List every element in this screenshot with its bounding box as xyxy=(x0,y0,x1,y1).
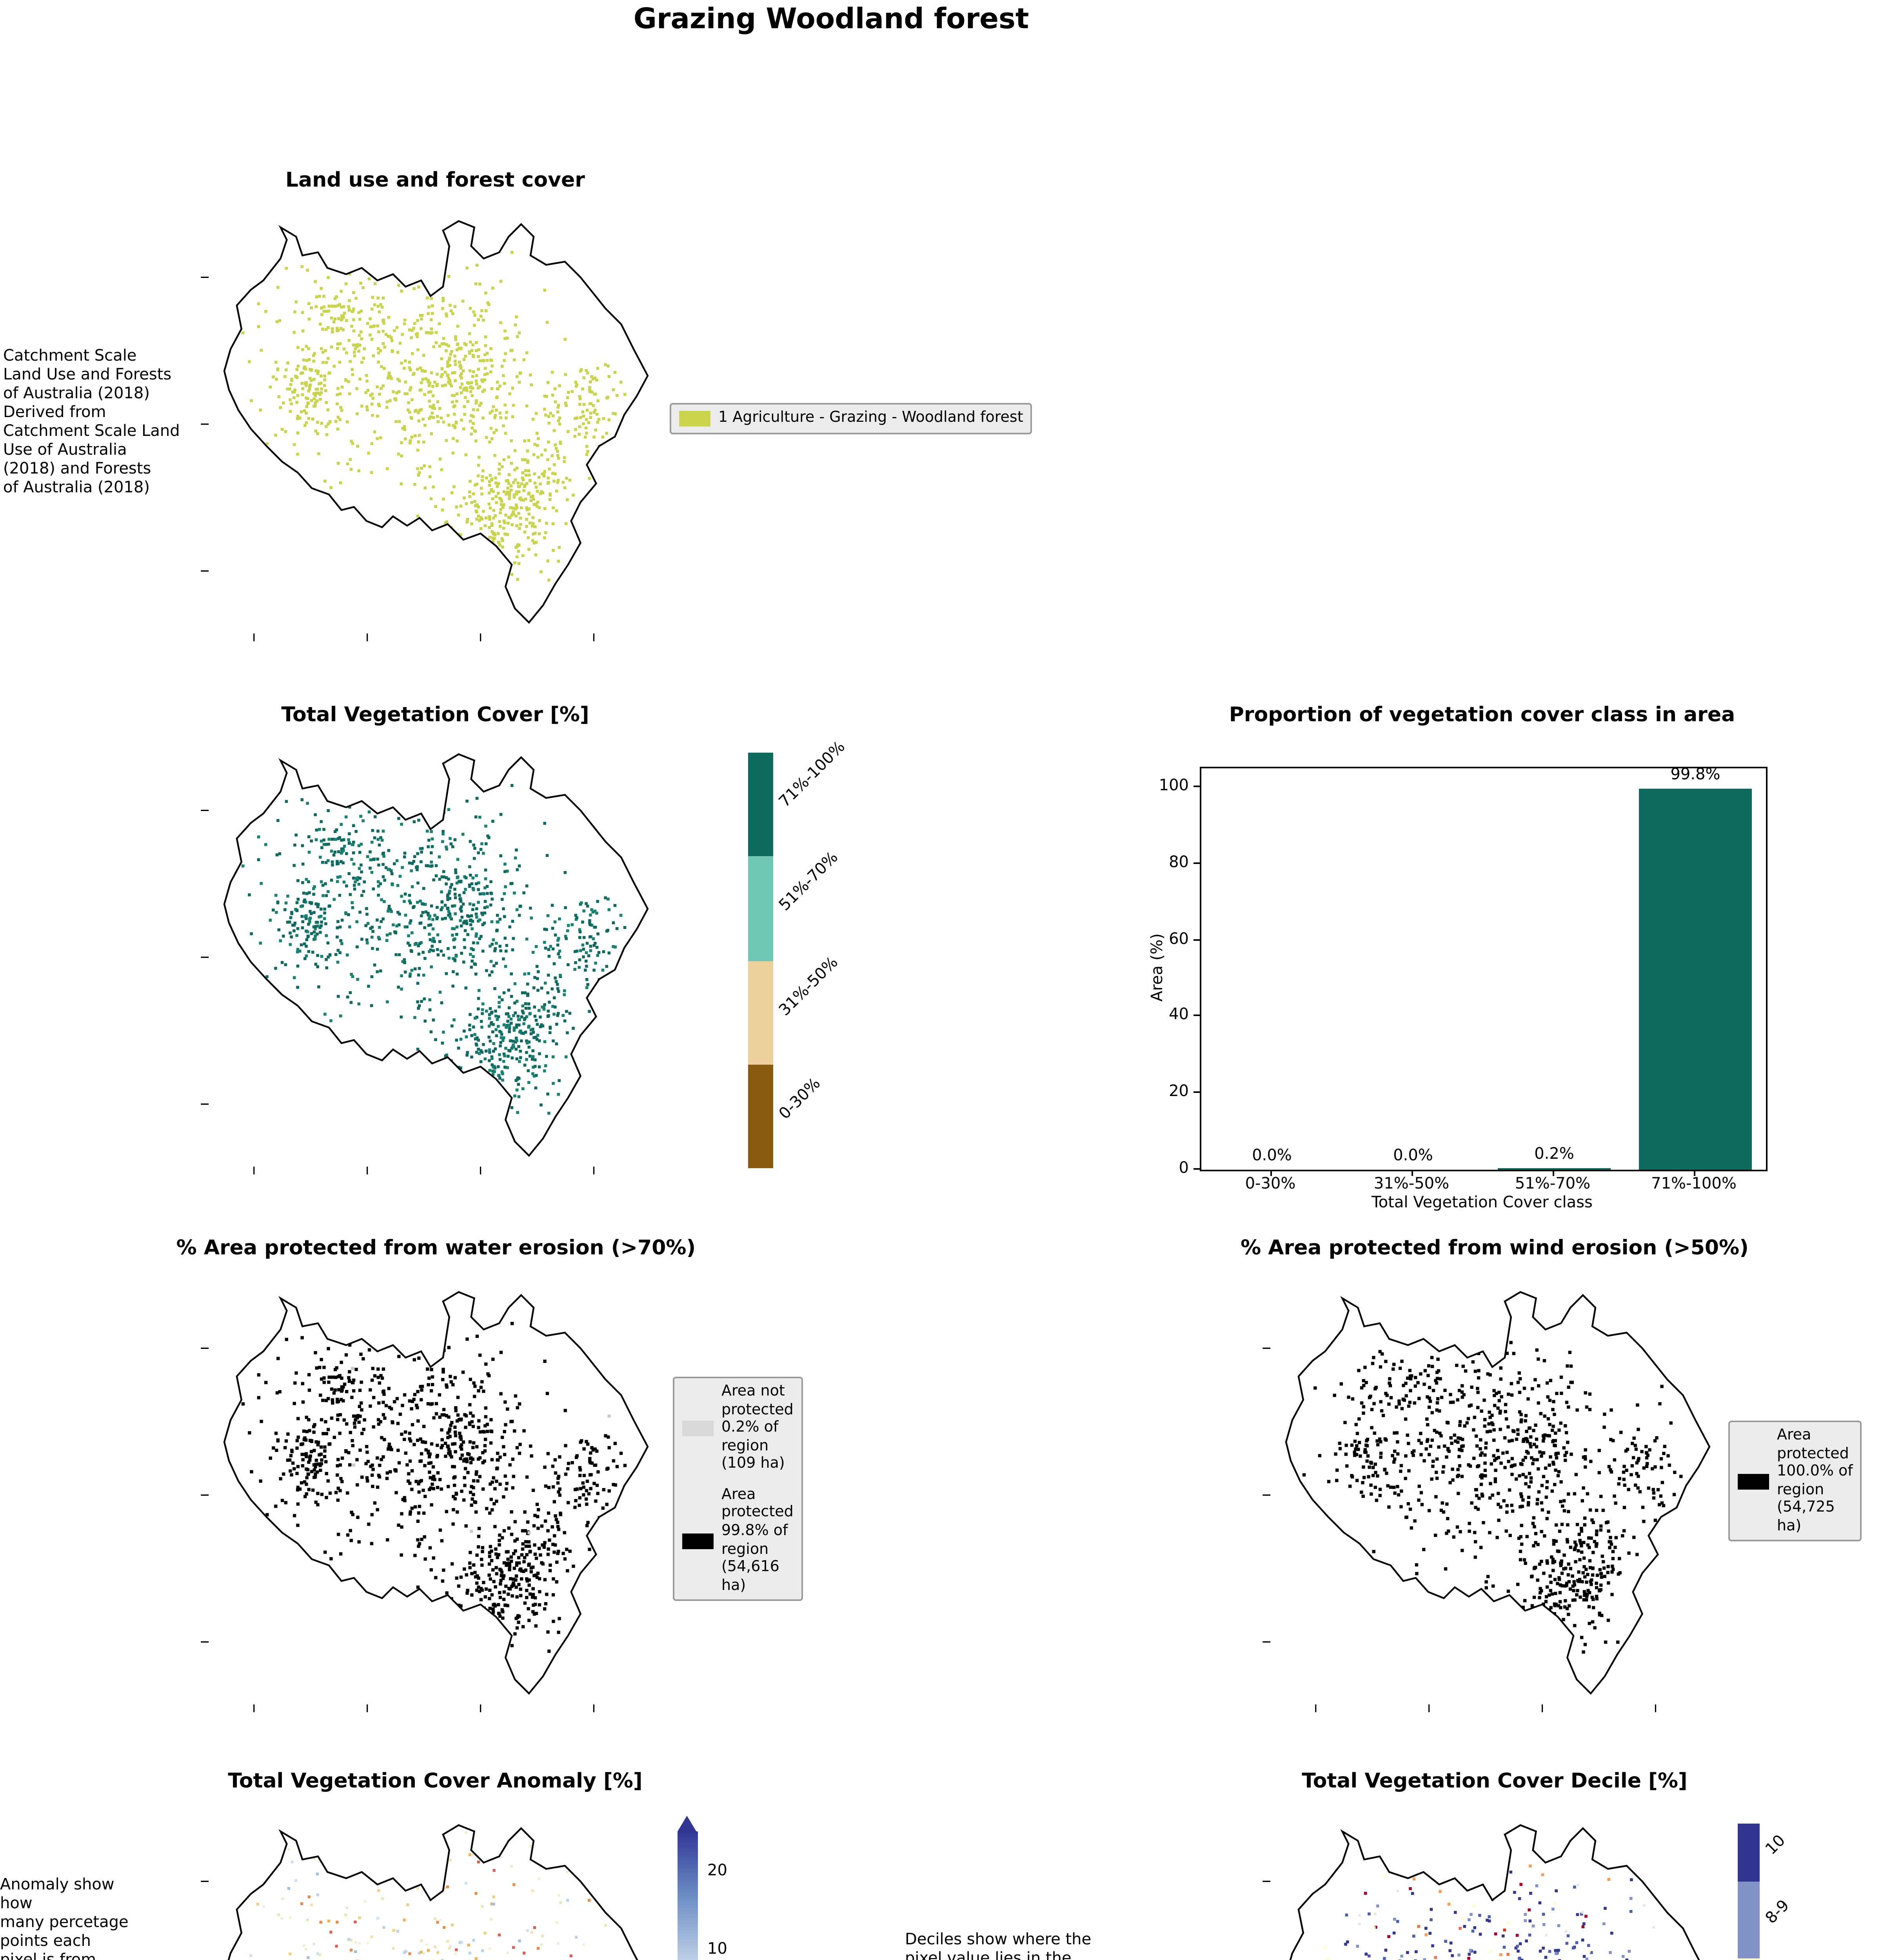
ytick-mark xyxy=(1194,939,1200,941)
decile-map-canvas xyxy=(1263,1824,1700,1960)
bar-value-label: 0.0% xyxy=(1393,1148,1433,1165)
page-title: Grazing Woodland forest xyxy=(633,3,1029,36)
wind-title: % Area protected from wind erosion (>50%… xyxy=(1241,1237,1749,1261)
landuse-legend-label: 1 Agriculture - Grazing - Woodland fores… xyxy=(718,409,1023,426)
colorbar-segment xyxy=(1738,1824,1760,1881)
area-protected-label: Area protected 100.0% of region (54,725 … xyxy=(1777,1427,1853,1535)
colorbar-label: 10 xyxy=(1763,1832,1789,1859)
decile-colorbar: 10 8-9 4-7 2-3 1 xyxy=(1738,1824,1793,1960)
ytick-label: 100 xyxy=(1159,778,1189,795)
landuse-map xyxy=(201,215,662,641)
proportion-ylabel: Area (%) xyxy=(1150,933,1167,1002)
bar-51-70 xyxy=(1498,1169,1611,1170)
area-not-protected-label: Area not protected 0.2% of region (109 h… xyxy=(721,1383,794,1473)
ytick-mark xyxy=(1194,1091,1200,1093)
map-pixels xyxy=(1294,1829,1695,1960)
area-protected-swatch xyxy=(1738,1473,1769,1489)
area-not-protected-swatch xyxy=(682,1420,714,1436)
proportion-xlabel: Total Vegetation Cover class xyxy=(1372,1195,1593,1212)
anomaly-map-canvas xyxy=(201,1824,642,1960)
ytick-label: 80 xyxy=(1169,855,1189,872)
anomaly-colorbar: 20 10 0 −10 −20 xyxy=(678,1816,727,1960)
tvc-map xyxy=(201,748,662,1174)
tvc-map-canvas xyxy=(201,753,649,1174)
colorbar-label: 8-9 xyxy=(1763,1897,1793,1928)
colorbar-segment xyxy=(748,857,773,960)
colorbar-label: 51%-70% xyxy=(776,849,842,915)
legend-entry: Area not protected 0.2% of region (109 h… xyxy=(682,1383,794,1474)
catchment-boundary xyxy=(1285,1291,1711,1695)
wind-map xyxy=(1263,1286,1724,1712)
bar-value-label: 0.2% xyxy=(1534,1147,1574,1164)
landuse-legend: 1 Agriculture - Grazing - Woodland fores… xyxy=(670,403,1033,434)
colorbar-label: 31%-50% xyxy=(776,954,842,1020)
colorbar-label: 0-30% xyxy=(776,1075,825,1123)
xtick-label: 31%-50% xyxy=(1373,1176,1450,1193)
map-pixels xyxy=(241,767,641,1138)
water-map-canvas xyxy=(201,1291,649,1712)
legend-entry: Area protected 99.8% of region (54,616 h… xyxy=(682,1486,794,1595)
colorbar-label: 71%-100% xyxy=(776,739,849,811)
bar-71-100 xyxy=(1639,788,1752,1170)
ytick-mark xyxy=(1194,1014,1200,1016)
catchment-boundary xyxy=(227,1824,638,1960)
decile-map xyxy=(1263,1819,1724,1960)
colorbar-segment xyxy=(748,1064,773,1168)
landuse-title: Land use and forest cover xyxy=(285,169,585,193)
colorbar-segment xyxy=(748,960,773,1064)
ytick-label: 60 xyxy=(1169,931,1189,949)
tvc-title: Total Vegetation Cover [%] xyxy=(281,704,589,728)
water-legend: Area not protected 0.2% of region (109 h… xyxy=(673,1377,803,1602)
water-map xyxy=(201,1286,662,1712)
colorbar-segment xyxy=(1738,1881,1760,1959)
xtick-label: 71%-100% xyxy=(1651,1176,1737,1193)
proportion-plot-area: 0.0% 0.0% 0.2% 99.8% xyxy=(1200,766,1768,1171)
area-protected-swatch xyxy=(682,1533,714,1549)
ytick-label: 0 xyxy=(1179,1160,1189,1178)
landuse-map-canvas xyxy=(201,220,649,641)
catchment-boundary xyxy=(223,1291,649,1695)
catchment-boundary xyxy=(223,220,649,624)
map-pixels xyxy=(1302,1303,1688,1675)
anomaly-title: Total Vegetation Cover Anomaly [%] xyxy=(228,1770,643,1794)
xtick-mark xyxy=(1553,1170,1554,1176)
legend-entry: 1 Agriculture - Grazing - Woodland fores… xyxy=(679,409,1023,427)
water-title: % Area protected from water erosion (>70… xyxy=(176,1237,696,1261)
catchment-boundary xyxy=(1289,1824,1700,1960)
landuse-caption: Catchment Scale Land Use and Forests of … xyxy=(3,348,180,497)
xtick-label: 0-30% xyxy=(1245,1176,1296,1193)
xtick-mark xyxy=(1412,1170,1413,1176)
colorbar-arrow-up-icon xyxy=(678,1816,696,1831)
colorbar-segment xyxy=(1738,1959,1760,1960)
landuse-swatch xyxy=(679,410,710,426)
bar-value-label: 99.8% xyxy=(1670,766,1720,784)
colorbar-tick: 10 xyxy=(707,1940,727,1958)
decile-title: Total Vegetation Cover Decile [%] xyxy=(1302,1770,1688,1794)
ytick-mark xyxy=(1194,1168,1200,1170)
legend-entry: Area protected 100.0% of region (54,725 … xyxy=(1738,1427,1853,1536)
ytick-label: 20 xyxy=(1169,1083,1189,1101)
xtick-label: 51%-70% xyxy=(1515,1176,1591,1193)
colorbar-segment xyxy=(748,753,773,857)
wind-legend: Area protected 100.0% of region (54,725 … xyxy=(1728,1421,1862,1542)
map-pixels xyxy=(241,234,641,605)
anomaly-map xyxy=(201,1819,662,1960)
catchment-boundary xyxy=(223,753,649,1157)
decile-caption: Deciles show where the pixel value lies … xyxy=(905,1932,1092,1960)
bar-value-label: 0.0% xyxy=(1252,1148,1292,1165)
map-pixels xyxy=(241,1305,641,1676)
proportion-chart-title: Proportion of vegetation cover class in … xyxy=(1229,704,1735,728)
area-protected-label: Area protected 99.8% of region (54,616 h… xyxy=(721,1486,794,1595)
anomaly-caption: Anomaly show how many percetage points e… xyxy=(0,1877,129,1960)
wind-map-canvas xyxy=(1263,1291,1711,1712)
xtick-mark xyxy=(1694,1170,1695,1176)
xtick-mark xyxy=(1270,1170,1272,1176)
ytick-mark xyxy=(1194,862,1200,864)
colorbar-gradient xyxy=(678,1831,698,1960)
tvc-colorbar: 71%-100% 51%-70% 31%-50% 0-30% xyxy=(748,739,849,1168)
colorbar-tick: 20 xyxy=(707,1862,727,1879)
ytick-label: 40 xyxy=(1169,1007,1189,1024)
ytick-mark xyxy=(1194,786,1200,787)
